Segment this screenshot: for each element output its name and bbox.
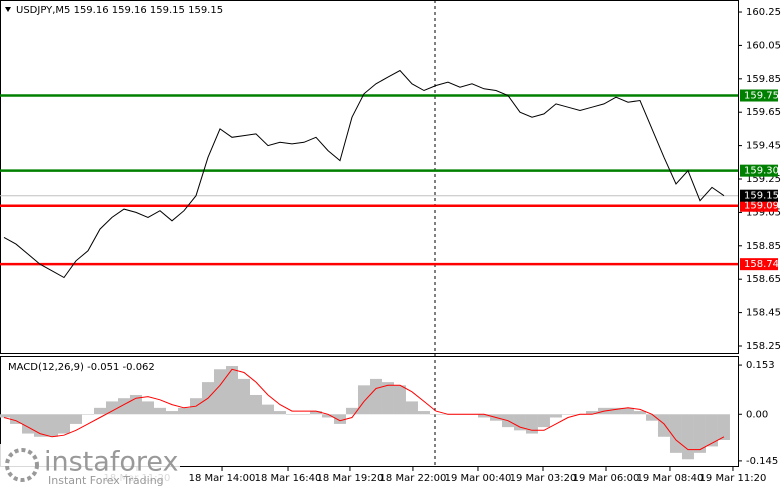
macd-bar	[21, 414, 34, 434]
macd-bar	[393, 385, 406, 415]
y-tick-label: 159.25	[746, 174, 781, 185]
y-tick-label: 159.05	[746, 207, 781, 218]
macd-bar	[237, 378, 250, 415]
macd-bar	[525, 414, 538, 434]
macd-bar	[681, 414, 694, 460]
macd-bar	[213, 369, 226, 415]
macd-bar	[285, 414, 298, 415]
y-tick-label: 158.85	[746, 241, 781, 252]
macd-bar	[381, 382, 394, 415]
y-tick-label: 158.65	[746, 274, 781, 285]
macd-bar	[669, 414, 682, 453]
x-tick-label: 18 Mar 22:00	[380, 473, 447, 484]
x-tick-label: 19 Mar 11:20	[700, 473, 767, 484]
macd-bar	[717, 414, 730, 440]
level-label: 159.30	[744, 166, 779, 177]
x-tick-label: 18 Mar 14:00	[189, 473, 256, 484]
level-label: 158.74	[744, 259, 779, 270]
plot-layer: 160.25160.05159.85159.65159.45159.25159.…	[0, 7, 781, 484]
current-price-label: 159.15	[744, 191, 779, 202]
signal-line	[3, 368, 725, 451]
macd-bar	[9, 414, 22, 424]
macd-bar	[645, 414, 658, 421]
macd-bar	[693, 414, 706, 453]
y-tick-label: 160.05	[746, 40, 781, 51]
macd-bar	[273, 411, 286, 415]
macd-bar	[657, 414, 670, 437]
current-price-bg	[740, 189, 778, 202]
x-tick-label: 18 Mar 19:20	[317, 473, 384, 484]
y-tick-label: 158.25	[746, 341, 781, 352]
macd-bar	[153, 407, 166, 415]
level-label-bg	[740, 89, 778, 102]
level-label-bg	[740, 164, 778, 177]
logo: instaforex Instant Forex Trading	[0, 444, 180, 489]
macd-bar	[369, 378, 382, 415]
macd-bar	[177, 407, 190, 415]
macd-bar	[309, 411, 322, 415]
macd-bar	[585, 411, 598, 415]
x-tick-label: 19 Mar 06:00	[573, 473, 640, 484]
macd-bar	[357, 385, 370, 415]
level-label: 159.75	[744, 91, 779, 102]
macd-bar	[45, 414, 58, 437]
macd-bar	[225, 366, 238, 415]
level-label-bg	[740, 258, 778, 271]
y-tick-label: 158.45	[746, 308, 781, 319]
macd-bar	[69, 414, 82, 424]
macd-bar	[561, 414, 574, 415]
macd-bar	[537, 414, 550, 428]
macd-bar	[609, 407, 622, 415]
price-frame	[0, 0, 739, 354]
macd-bar	[93, 407, 106, 415]
y-tick-label: 0.00	[746, 409, 768, 420]
y-tick-label: 159.45	[746, 141, 781, 152]
y-tick-label: -0.145	[746, 456, 778, 467]
macd-bar	[105, 401, 118, 415]
macd-bar	[549, 414, 562, 418]
macd-frame	[0, 356, 739, 467]
x-tick-label: 18 Mar 16:40	[255, 473, 322, 484]
chart-title: USDJPY,M5 159.16 159.16 159.15 159.15	[16, 5, 223, 16]
macd-bar	[57, 414, 70, 434]
x-tick-label: 19 Mar 00:40	[445, 473, 512, 484]
price-line	[3, 69, 725, 279]
level-label: 159.09	[744, 201, 779, 212]
title-arrow	[5, 7, 11, 12]
y-tick-label: 159.65	[746, 107, 781, 118]
x-tick-label: 19 Mar 03:20	[510, 473, 577, 484]
macd-bar	[249, 394, 262, 415]
macd-bar	[477, 414, 490, 418]
macd-bar	[621, 407, 634, 415]
macd-bar	[261, 404, 274, 415]
macd-bar	[321, 414, 334, 418]
macd-bar	[141, 401, 154, 415]
macd-bar	[0, 414, 10, 418]
macd-title: MACD(12,26,9) -0.051 -0.062	[8, 362, 155, 373]
logo-name: instaforex	[44, 447, 178, 478]
x-tick-label: 19 Mar 08:40	[637, 473, 704, 484]
macd-bar	[33, 414, 46, 437]
y-tick-label: 159.85	[746, 74, 781, 85]
macd-bar	[297, 414, 310, 415]
macd-bar	[117, 398, 130, 415]
macd-bar	[333, 414, 346, 424]
macd-bar	[429, 414, 442, 415]
macd-bar	[705, 414, 718, 447]
macd-bar	[633, 411, 646, 415]
macd-bar	[513, 414, 526, 431]
logo-icon	[5, 448, 39, 482]
macd-bar	[417, 411, 430, 415]
macd-bar	[405, 401, 418, 415]
level-label-bg	[740, 199, 778, 212]
y-tick-label: 160.25	[746, 7, 781, 18]
macd-bar	[345, 407, 358, 415]
macd-bar	[165, 411, 178, 415]
y-tick-label: 0.153	[746, 360, 775, 371]
logo-tagline: Instant Forex Trading	[48, 474, 164, 487]
macd-bar	[81, 414, 94, 415]
